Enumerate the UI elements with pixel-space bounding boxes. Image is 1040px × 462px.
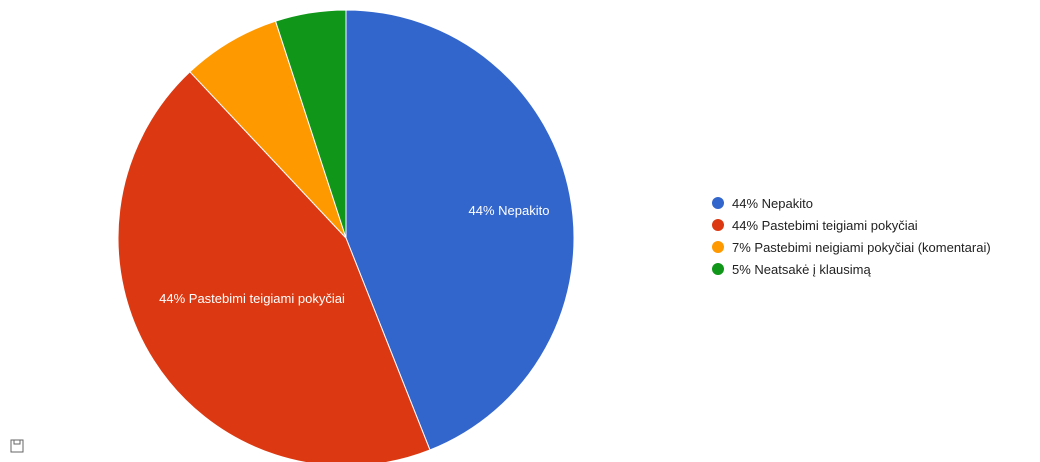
pie-slice-2[interactable]: [117, 71, 431, 462]
legend-item-4[interactable]: 5% Neatsakė į klausimą: [712, 258, 991, 280]
legend-swatch: [712, 197, 724, 209]
pie-slice-labels: 44% Nepakito 44% Pastebimi teigiami pokyč…: [159, 203, 549, 306]
legend-label: 44% Nepakito: [732, 195, 813, 211]
legend-swatch: [712, 219, 724, 231]
floppy-disk-icon: [10, 439, 24, 453]
legend-item-1[interactable]: 44% Nepakito: [712, 192, 991, 214]
save-chart-button[interactable]: [10, 439, 24, 453]
legend-item-3[interactable]: 7% Pastebimi neigiami pokyčiai (komentar…: [712, 236, 991, 258]
legend-swatch: [712, 241, 724, 253]
legend-label: 5% Neatsakė į klausimą: [732, 261, 871, 277]
pie-slice-1[interactable]: [345, 9, 575, 451]
pie-slice-4[interactable]: [274, 9, 347, 239]
legend-swatch: [712, 263, 724, 275]
legend-label: 7% Pastebimi neigiami pokyčiai (komentar…: [732, 239, 991, 255]
pie-slices: [117, 9, 575, 462]
slice-label-1: 44% Nepakito: [469, 203, 550, 218]
legend-label: 44% Pastebimi teigiami pokyčiai: [732, 217, 918, 233]
slice-label-2: 44% Pastebimi teigiami pokyčiai: [159, 291, 345, 306]
chart-legend: 44% Nepakito 44% Pastebimi teigiami pokyč…: [712, 192, 991, 280]
legend-item-2[interactable]: 44% Pastebimi teigiami pokyčiai: [712, 214, 991, 236]
